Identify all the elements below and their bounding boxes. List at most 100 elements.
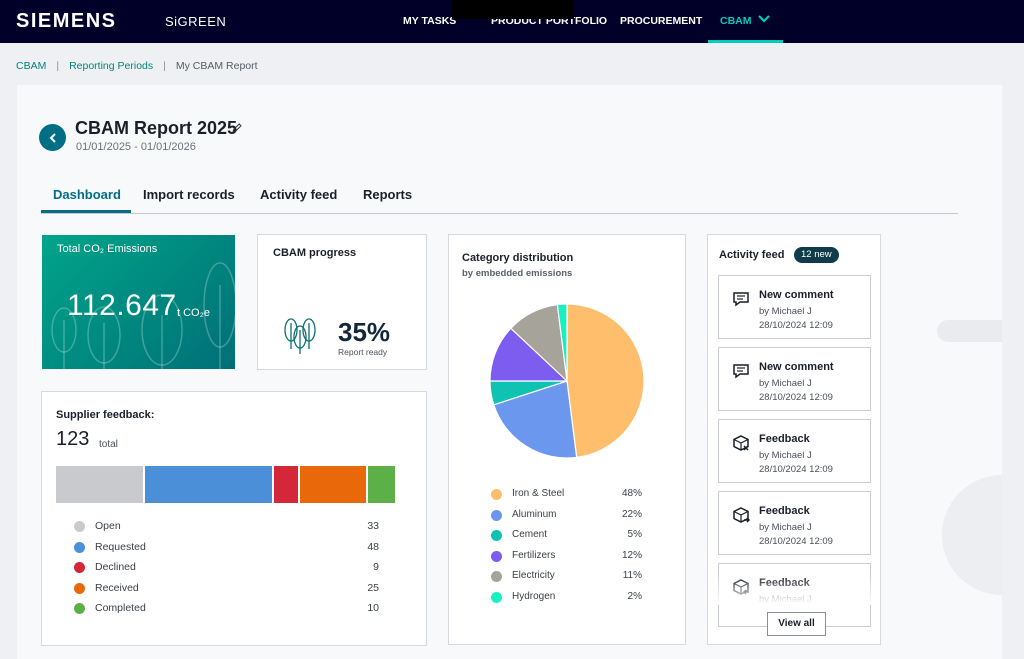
- activity-item-date: 28/10/2024 12:09: [759, 320, 833, 331]
- emissions-value: 112.647: [67, 289, 177, 322]
- breadcrumb-separator: |: [163, 60, 166, 72]
- legend-value: 9: [373, 561, 379, 573]
- back-button[interactable]: [39, 124, 66, 151]
- tab-dashboard[interactable]: Dashboard: [53, 187, 121, 202]
- progress-value: 35%: [338, 317, 391, 347]
- activity-item-author: by Michael J: [759, 306, 812, 317]
- tab-import-records[interactable]: Import records: [143, 187, 235, 202]
- supplier-feedback-total-label: total: [99, 439, 118, 450]
- legend-value: 48%: [621, 488, 642, 499]
- legend-value: 10: [367, 602, 379, 614]
- pie-slice-hydrogen: [556, 303, 568, 382]
- breadcrumb-separator: |: [56, 60, 60, 72]
- feed-fade-overlay: [708, 575, 880, 605]
- category-legend-row: Fertilizers 12%: [491, 550, 642, 564]
- pencil-icon[interactable]: [231, 122, 243, 134]
- legend-label: Fertilizers: [512, 549, 556, 561]
- progress-subtitle: Report ready: [338, 347, 388, 357]
- breadcrumb-cbam[interactable]: CBAM: [16, 60, 47, 72]
- legend-value: 25: [367, 581, 379, 594]
- view-all-button[interactable]: View all: [767, 612, 826, 636]
- pie-slice-iron-steel: [566, 303, 645, 459]
- legend-dot: [491, 550, 502, 562]
- legend-dot: [491, 509, 502, 521]
- activity-item[interactable]: New comment by Michael J 28/10/2024 12:09: [718, 347, 871, 411]
- legend-label: Completed: [95, 602, 146, 614]
- category-subtitle: by embedded emissions: [462, 268, 573, 279]
- breadcrumb: CBAM | Reporting Periods | My CBAM Repor…: [16, 60, 258, 72]
- legend-label: Declined: [95, 561, 136, 573]
- legend-label: Electricity: [512, 570, 555, 581]
- legend-label: Aluminum: [512, 508, 557, 520]
- activity-item-title: Feedback: [759, 433, 810, 445]
- nav-cbam[interactable]: CBAM: [720, 15, 752, 27]
- category-legend-row: Cement 5%: [491, 529, 642, 543]
- category-pie-chart: [489, 303, 645, 459]
- activity-item[interactable]: New comment by Michael J 28/10/2024 12:09: [718, 275, 871, 339]
- box-send-icon: [733, 507, 750, 523]
- trees-background-icon: [51, 262, 235, 369]
- supplier-feedback-count: 123: [56, 428, 90, 450]
- category-legend-row: Aluminum 22%: [491, 509, 642, 523]
- legend-row-requested: Requested 48: [74, 541, 379, 555]
- activity-item-author: by Michael J: [759, 522, 812, 533]
- tab-reports[interactable]: Reports: [363, 187, 413, 202]
- legend-dot: [74, 603, 85, 614]
- nav-procurement[interactable]: PROCUREMENT: [620, 15, 703, 27]
- legend-label: Cement: [512, 529, 548, 540]
- total-emissions-card[interactable]: Total CO₂ Emissions 112.647 t CO₂e: [42, 235, 235, 369]
- page-title: CBAM Report 2025: [75, 118, 238, 138]
- activity-item-title: New comment: [759, 289, 834, 301]
- redaction-block: [452, 0, 574, 19]
- emissions-unit: t CO₂e: [177, 307, 210, 319]
- tab-active-indicator: [41, 210, 131, 213]
- cbam-progress-card[interactable]: CBAM progress 35% Report ready: [257, 234, 427, 370]
- supplier-feedback-card: Supplier feedback: 123 total Open 33 Reque…: [41, 391, 427, 646]
- top-navigation-bar: SIEMENS SiGREEN MY TASKS PRODUCT PORTFOL…: [0, 0, 1024, 43]
- product-name[interactable]: SiGREEN: [165, 14, 227, 29]
- legend-value: 5%: [627, 529, 642, 540]
- legend-value: 2%: [627, 590, 642, 602]
- legend-dot: [491, 530, 502, 541]
- comment-icon: [733, 364, 749, 379]
- activity-item[interactable]: Feedback by Michael J 28/10/2024 12:09: [718, 491, 871, 555]
- bar-segment-completed: [368, 466, 395, 503]
- legend-label: Iron & Steel: [512, 488, 565, 499]
- trees-icon: [284, 318, 316, 354]
- activity-item-date: 28/10/2024 12:09: [759, 464, 833, 475]
- box-decline-icon: [733, 435, 749, 451]
- legend-label: Open: [95, 520, 121, 532]
- legend-dot: [74, 582, 85, 594]
- chevron-down-icon[interactable]: [757, 14, 771, 24]
- legend-row-received: Received 25: [74, 582, 379, 596]
- activity-item-date: 28/10/2024 12:09: [759, 392, 833, 403]
- tab-activity-feed[interactable]: Activity feed: [260, 187, 338, 202]
- legend-value: 12%: [621, 549, 642, 561]
- category-legend-row: Electricity 11%: [491, 570, 642, 584]
- breadcrumb-reporting-periods[interactable]: Reporting Periods: [69, 60, 154, 72]
- siemens-logo[interactable]: SIEMENS: [16, 10, 117, 32]
- activity-feed-card: Activity feed 12 new New comment by Micha…: [707, 234, 881, 645]
- legend-dot: [491, 489, 502, 500]
- activity-item-author: by Michael J: [759, 378, 812, 389]
- bar-segment-declined: [274, 466, 299, 503]
- legend-label: Hydrogen: [512, 590, 556, 602]
- legend-value: 22%: [621, 508, 642, 520]
- supplier-feedback-title: Supplier feedback:: [56, 409, 155, 421]
- activity-item[interactable]: Feedback by Michael J 28/10/2024 12:09: [718, 419, 871, 483]
- nav-my-tasks[interactable]: MY TASKS: [403, 15, 457, 27]
- bar-segment-open: [56, 466, 144, 503]
- activity-item-date: 28/10/2024 12:09: [759, 536, 833, 547]
- legend-value: 11%: [622, 570, 642, 581]
- activity-item-title: Feedback: [759, 505, 810, 517]
- legend-dot: [74, 541, 85, 553]
- legend-row-completed: Completed 10: [74, 602, 379, 616]
- legend-label: Received: [95, 581, 139, 594]
- tab-bar: Dashboard Import records Activity feed R…: [41, 184, 958, 214]
- legend-dot: [74, 562, 85, 573]
- activity-item-title: New comment: [759, 361, 834, 373]
- legend-label: Requested: [95, 540, 146, 553]
- background-decoration: [937, 320, 1002, 595]
- legend-value: 33: [367, 520, 379, 532]
- activity-item-author: by Michael J: [759, 450, 812, 461]
